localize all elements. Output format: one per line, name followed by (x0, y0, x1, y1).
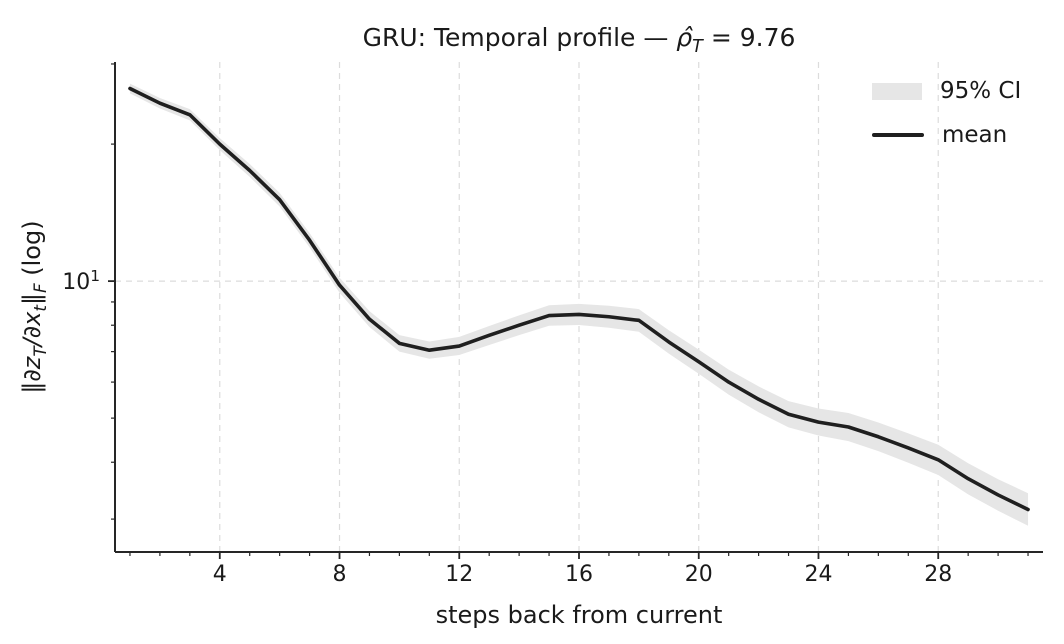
x-tick-label: 24 (804, 562, 833, 587)
y-axis-label: ‖∂zT/∂xt‖F (log) (18, 220, 50, 394)
x-tick-label: 20 (684, 562, 713, 587)
legend-entry-ci: 95% CI (872, 74, 1021, 108)
mean-line-swatch (872, 133, 924, 137)
legend: 95% CI mean (872, 74, 1021, 152)
y-tick-label: 101 (62, 266, 100, 296)
legend-entry-mean: mean (872, 118, 1021, 152)
x-tick-label: 8 (332, 562, 347, 587)
ci-band (129, 83, 1029, 526)
x-tick-label: 28 (924, 562, 953, 587)
ci-band-swatch (872, 82, 922, 100)
legend-label-mean: mean (942, 122, 1008, 148)
legend-label-ci: 95% CI (940, 78, 1022, 104)
x-tick-label: 4 (212, 562, 227, 587)
x-tick-label: 12 (445, 562, 474, 587)
x-tick-label: 16 (565, 562, 593, 587)
chart-title: GRU: Temporal profile — ρ̂T = 9.76 (362, 23, 796, 57)
x-axis-label: steps back from current (435, 601, 723, 629)
mean-line (128, 86, 1030, 512)
